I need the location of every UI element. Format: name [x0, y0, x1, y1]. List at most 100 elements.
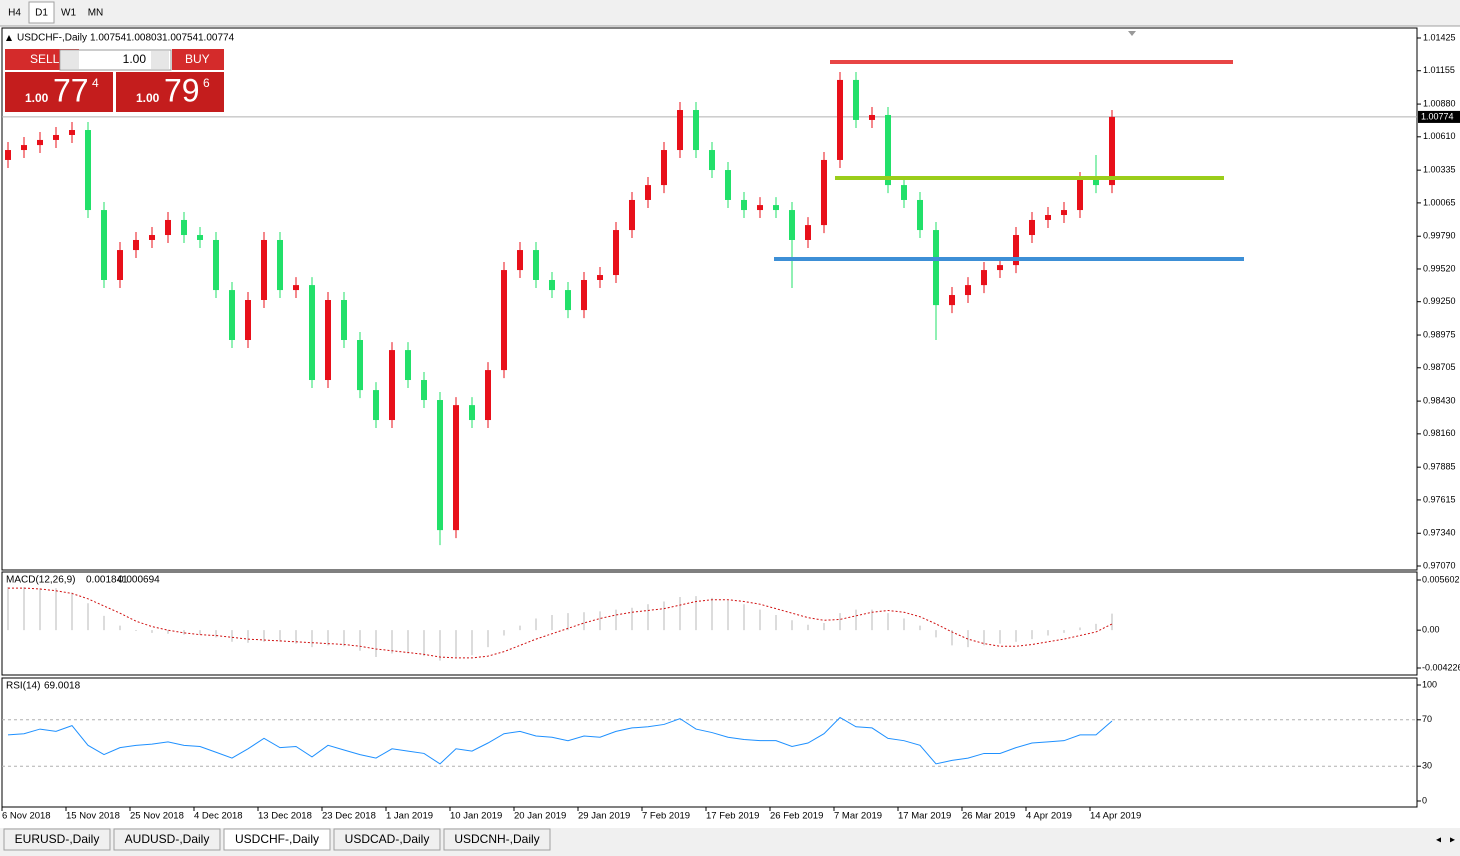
symbol-tab-label[interactable]: USDCHF-,Daily [235, 832, 319, 846]
collapse-icon [6, 35, 12, 41]
candle-body [645, 185, 651, 200]
macd-tick-label: -0.004226 [1422, 662, 1460, 672]
lot-down[interactable] [61, 51, 79, 69]
timeframe-label[interactable]: W1 [61, 8, 76, 19]
price-tick-label: 1.01425 [1423, 32, 1456, 42]
candle-body [901, 185, 907, 200]
price-button[interactable] [5, 72, 113, 112]
price-big[interactable]: 77 [53, 72, 89, 108]
candle-body [517, 250, 523, 271]
symbol-tab-label[interactable]: AUDUSD-,Daily [125, 832, 210, 846]
price-lot[interactable]: 1.00 [136, 91, 160, 105]
candle-body [245, 299, 251, 341]
shift-marker [1128, 31, 1136, 36]
candle-body [1109, 116, 1115, 186]
candle-body [325, 299, 331, 381]
price-tick-label: 0.97340 [1423, 528, 1456, 538]
symbol-tab-label[interactable]: USDCAD-,Daily [345, 832, 430, 846]
timeframe-button[interactable] [83, 2, 108, 23]
candle-body [341, 299, 347, 341]
candle-body [485, 370, 491, 421]
price-tick-label: 0.97885 [1423, 462, 1456, 472]
candle-body [1061, 210, 1067, 216]
candle-body [965, 285, 971, 296]
candle-body [197, 235, 203, 240]
candle-body [853, 79, 859, 120]
rsi-tick-label: 30 [1422, 761, 1432, 771]
candle-body [997, 265, 1003, 271]
macd-tick-label: 0.005602 [1422, 574, 1460, 584]
trade-panel: SELL 1.00 BUY 1.00 77 4 1.00 79 6 [5, 49, 224, 112]
ohlc-value: 1.00754 [90, 33, 127, 44]
candle-body [133, 239, 139, 251]
symbol-tab[interactable] [113, 828, 221, 851]
price-tick-label: 0.99790 [1423, 231, 1456, 241]
candle-body [21, 145, 27, 151]
timeframe-button[interactable] [56, 2, 81, 23]
candle-body [373, 390, 379, 421]
date-label: 26 Mar 2019 [962, 811, 1015, 822]
lot-value[interactable]: 1.00 [123, 52, 147, 66]
candle-body [981, 270, 987, 286]
price-tick-label: 0.98160 [1423, 428, 1456, 438]
symbol-tab-label[interactable]: USDCNH-,Daily [454, 832, 539, 846]
date-label: 17 Mar 2019 [898, 811, 951, 822]
price-big[interactable]: 79 [164, 72, 200, 108]
candle-body [149, 235, 155, 240]
price-button[interactable] [116, 72, 224, 112]
price-lot[interactable]: 1.00 [25, 91, 49, 105]
date-label: 6 Nov 2018 [2, 811, 51, 822]
candle-body [165, 219, 171, 236]
price-small[interactable]: 4 [92, 76, 99, 90]
symbol-tab[interactable] [223, 828, 331, 851]
price-tick-label: 0.98975 [1423, 329, 1456, 339]
candle-body [757, 205, 763, 211]
price-tick-label: 0.99250 [1423, 296, 1456, 306]
buy-button[interactable] [172, 49, 224, 70]
candle-body [789, 210, 795, 240]
timeframe-button[interactable] [2, 2, 27, 23]
date-label: 29 Jan 2019 [578, 811, 630, 822]
macd-signal-line [8, 587, 1113, 659]
timeframe-label[interactable]: MN [88, 8, 104, 19]
symbol-tab[interactable] [333, 828, 441, 851]
rsi-tick-label: 0 [1422, 795, 1427, 805]
timeframe-button[interactable] [28, 1, 55, 24]
candle-body [549, 279, 555, 291]
date-label: 25 Nov 2018 [130, 811, 184, 822]
symbol-tab[interactable] [3, 828, 111, 851]
macd-tick-label: 0.00 [1422, 625, 1440, 635]
price-small[interactable]: 6 [203, 76, 210, 90]
candle-body [917, 199, 923, 231]
timeframe-label[interactable]: D1 [35, 8, 48, 19]
symbol-tab[interactable] [443, 828, 551, 851]
candle-body [805, 225, 811, 240]
price-tick-label: 1.00610 [1423, 131, 1456, 141]
rsi-tick-label: 70 [1422, 714, 1432, 724]
candle-body [629, 199, 635, 231]
date-label: 7 Mar 2019 [834, 811, 882, 822]
price-tick-label: 0.97070 [1423, 560, 1456, 570]
candle-body [357, 340, 363, 391]
date-label: 26 Feb 2019 [770, 811, 823, 822]
date-label: 4 Dec 2018 [194, 811, 243, 822]
candle-body [565, 290, 571, 311]
price-tick-label: 0.97615 [1423, 494, 1456, 504]
timeframe-label[interactable]: H4 [8, 8, 21, 19]
candle-body [277, 239, 283, 291]
sell-label[interactable]: SELL [30, 52, 60, 66]
candle-body [709, 150, 715, 171]
current-price-label: 1.00774 [1421, 111, 1454, 121]
date-label: 23 Dec 2018 [322, 811, 376, 822]
candle-body [613, 230, 619, 276]
macd-label: MACD(12,26,9) [6, 575, 75, 586]
tab-scroll-right[interactable]: ▸ [1450, 835, 1455, 846]
lot-up[interactable] [151, 51, 169, 69]
buy-label[interactable]: BUY [185, 52, 210, 66]
date-label: 20 Jan 2019 [514, 811, 566, 822]
symbol-tab-label[interactable]: EURUSD-,Daily [15, 832, 100, 846]
tab-scroll-left[interactable]: ◂ [1436, 835, 1441, 846]
ohlc-value: 1.00774 [198, 33, 235, 44]
lot-input[interactable] [59, 49, 172, 71]
candle-body [405, 350, 411, 381]
